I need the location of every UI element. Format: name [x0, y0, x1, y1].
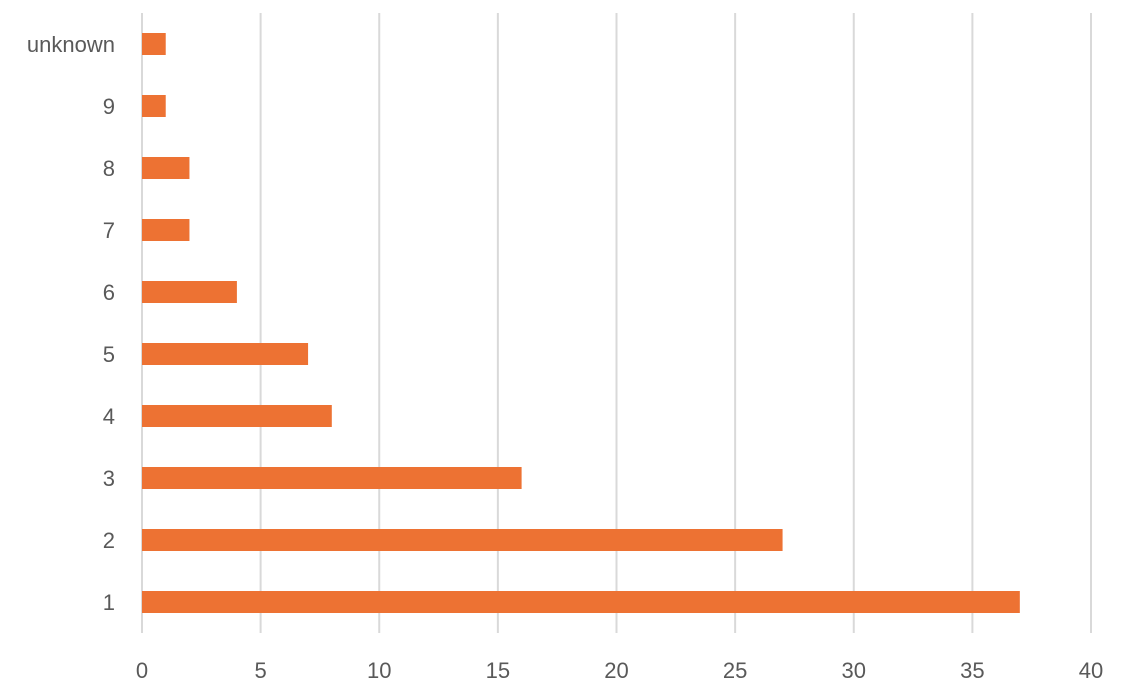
x-tick-label: 25	[723, 658, 747, 683]
x-tick-label: 10	[367, 658, 391, 683]
grid-lines	[141, 13, 1092, 633]
bar-unknown	[142, 33, 166, 55]
y-tick-label: 3	[103, 466, 115, 491]
bar-8	[142, 157, 190, 179]
x-tick-label: 40	[1079, 658, 1103, 683]
x-tick-label: 30	[842, 658, 866, 683]
x-tick-label: 15	[486, 658, 510, 683]
y-tick-label: 8	[103, 156, 115, 181]
y-tick-label: 7	[103, 218, 115, 243]
bar-7	[142, 219, 190, 241]
bars	[142, 33, 1020, 613]
y-tick-label: 2	[103, 528, 115, 553]
x-tick-label: 5	[255, 658, 267, 683]
x-tick-label: 35	[960, 658, 984, 683]
y-tick-label: 6	[103, 280, 115, 305]
bar-5	[142, 343, 309, 365]
y-tick-label: unknown	[27, 32, 115, 57]
y-tick-label: 9	[103, 94, 115, 119]
y-tick-label: 4	[103, 404, 115, 429]
x-axis-labels: 0 5 10 15 20 25 30 35 40	[136, 658, 1103, 683]
bar-4	[142, 405, 332, 427]
bar-3	[142, 467, 522, 489]
y-axis-labels: 1 2 3 4 5 6 7 8 9 unknown	[27, 32, 115, 615]
bar-6	[142, 281, 237, 303]
y-tick-label: 1	[103, 590, 115, 615]
bar-1	[142, 591, 1020, 613]
x-tick-label: 20	[604, 658, 628, 683]
bar-9	[142, 95, 166, 117]
x-tick-label: 0	[136, 658, 148, 683]
bar-2	[142, 529, 783, 551]
y-tick-label: 5	[103, 342, 115, 367]
